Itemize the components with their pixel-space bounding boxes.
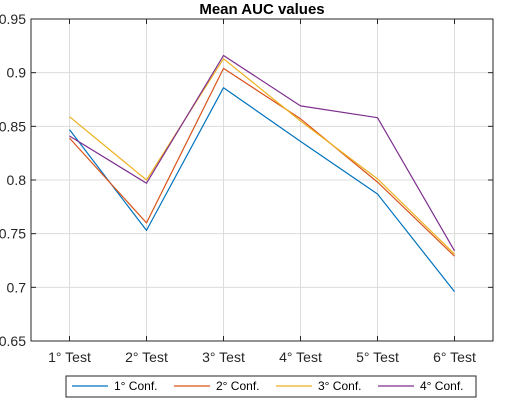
y-tick-label: 0.65 xyxy=(0,333,26,349)
x-tick-label: 2° Test xyxy=(125,349,168,365)
legend-entry-1: 1° Conf. xyxy=(72,379,158,393)
x-tick-label: 3° Test xyxy=(202,349,245,365)
grid-lines xyxy=(31,18,493,342)
series-line-1 xyxy=(69,87,455,292)
y-tick-label: 0.85 xyxy=(0,118,26,134)
x-tick-label: 5° Test xyxy=(356,349,399,365)
legend-label: 1° Conf. xyxy=(114,379,158,393)
y-tick-label: 0.95 xyxy=(0,11,26,27)
x-tick-label: 6° Test xyxy=(433,349,476,365)
legend-entry-2: 2° Conf. xyxy=(174,379,260,393)
y-tick-label: 0.8 xyxy=(7,172,27,188)
legend-entry-4: 4° Conf. xyxy=(378,379,464,393)
legend-label: 3° Conf. xyxy=(318,379,362,393)
y-tick-label: 0.9 xyxy=(7,65,27,81)
legend-box xyxy=(65,375,477,398)
legend: 1° Conf. 2° Conf. 3° Conf. 4° Conf. xyxy=(65,375,477,398)
legend-entry-3: 3° Conf. xyxy=(276,379,362,393)
x-tick-label: 4° Test xyxy=(279,349,322,365)
y-tick-label: 0.75 xyxy=(0,226,26,242)
series-line-2 xyxy=(69,67,455,257)
legend-label: 2° Conf. xyxy=(216,379,260,393)
y-tick-label: 0.7 xyxy=(7,279,27,295)
x-axis-ticks: 1° Test 2° Test 3° Test 4° Test 5° Test 6° Te… xyxy=(48,19,476,365)
series-line-4 xyxy=(69,54,456,252)
series-line-3 xyxy=(69,58,455,255)
y-axis-ticks: 0.65 0.7 0.75 0.8 0.85 0.9 0.95 xyxy=(0,11,493,349)
series-lines xyxy=(69,54,456,292)
legend-label: 4° Conf. xyxy=(420,379,464,393)
x-tick-label: 1° Test xyxy=(48,349,91,365)
chart-title: Mean AUC values xyxy=(199,1,324,18)
